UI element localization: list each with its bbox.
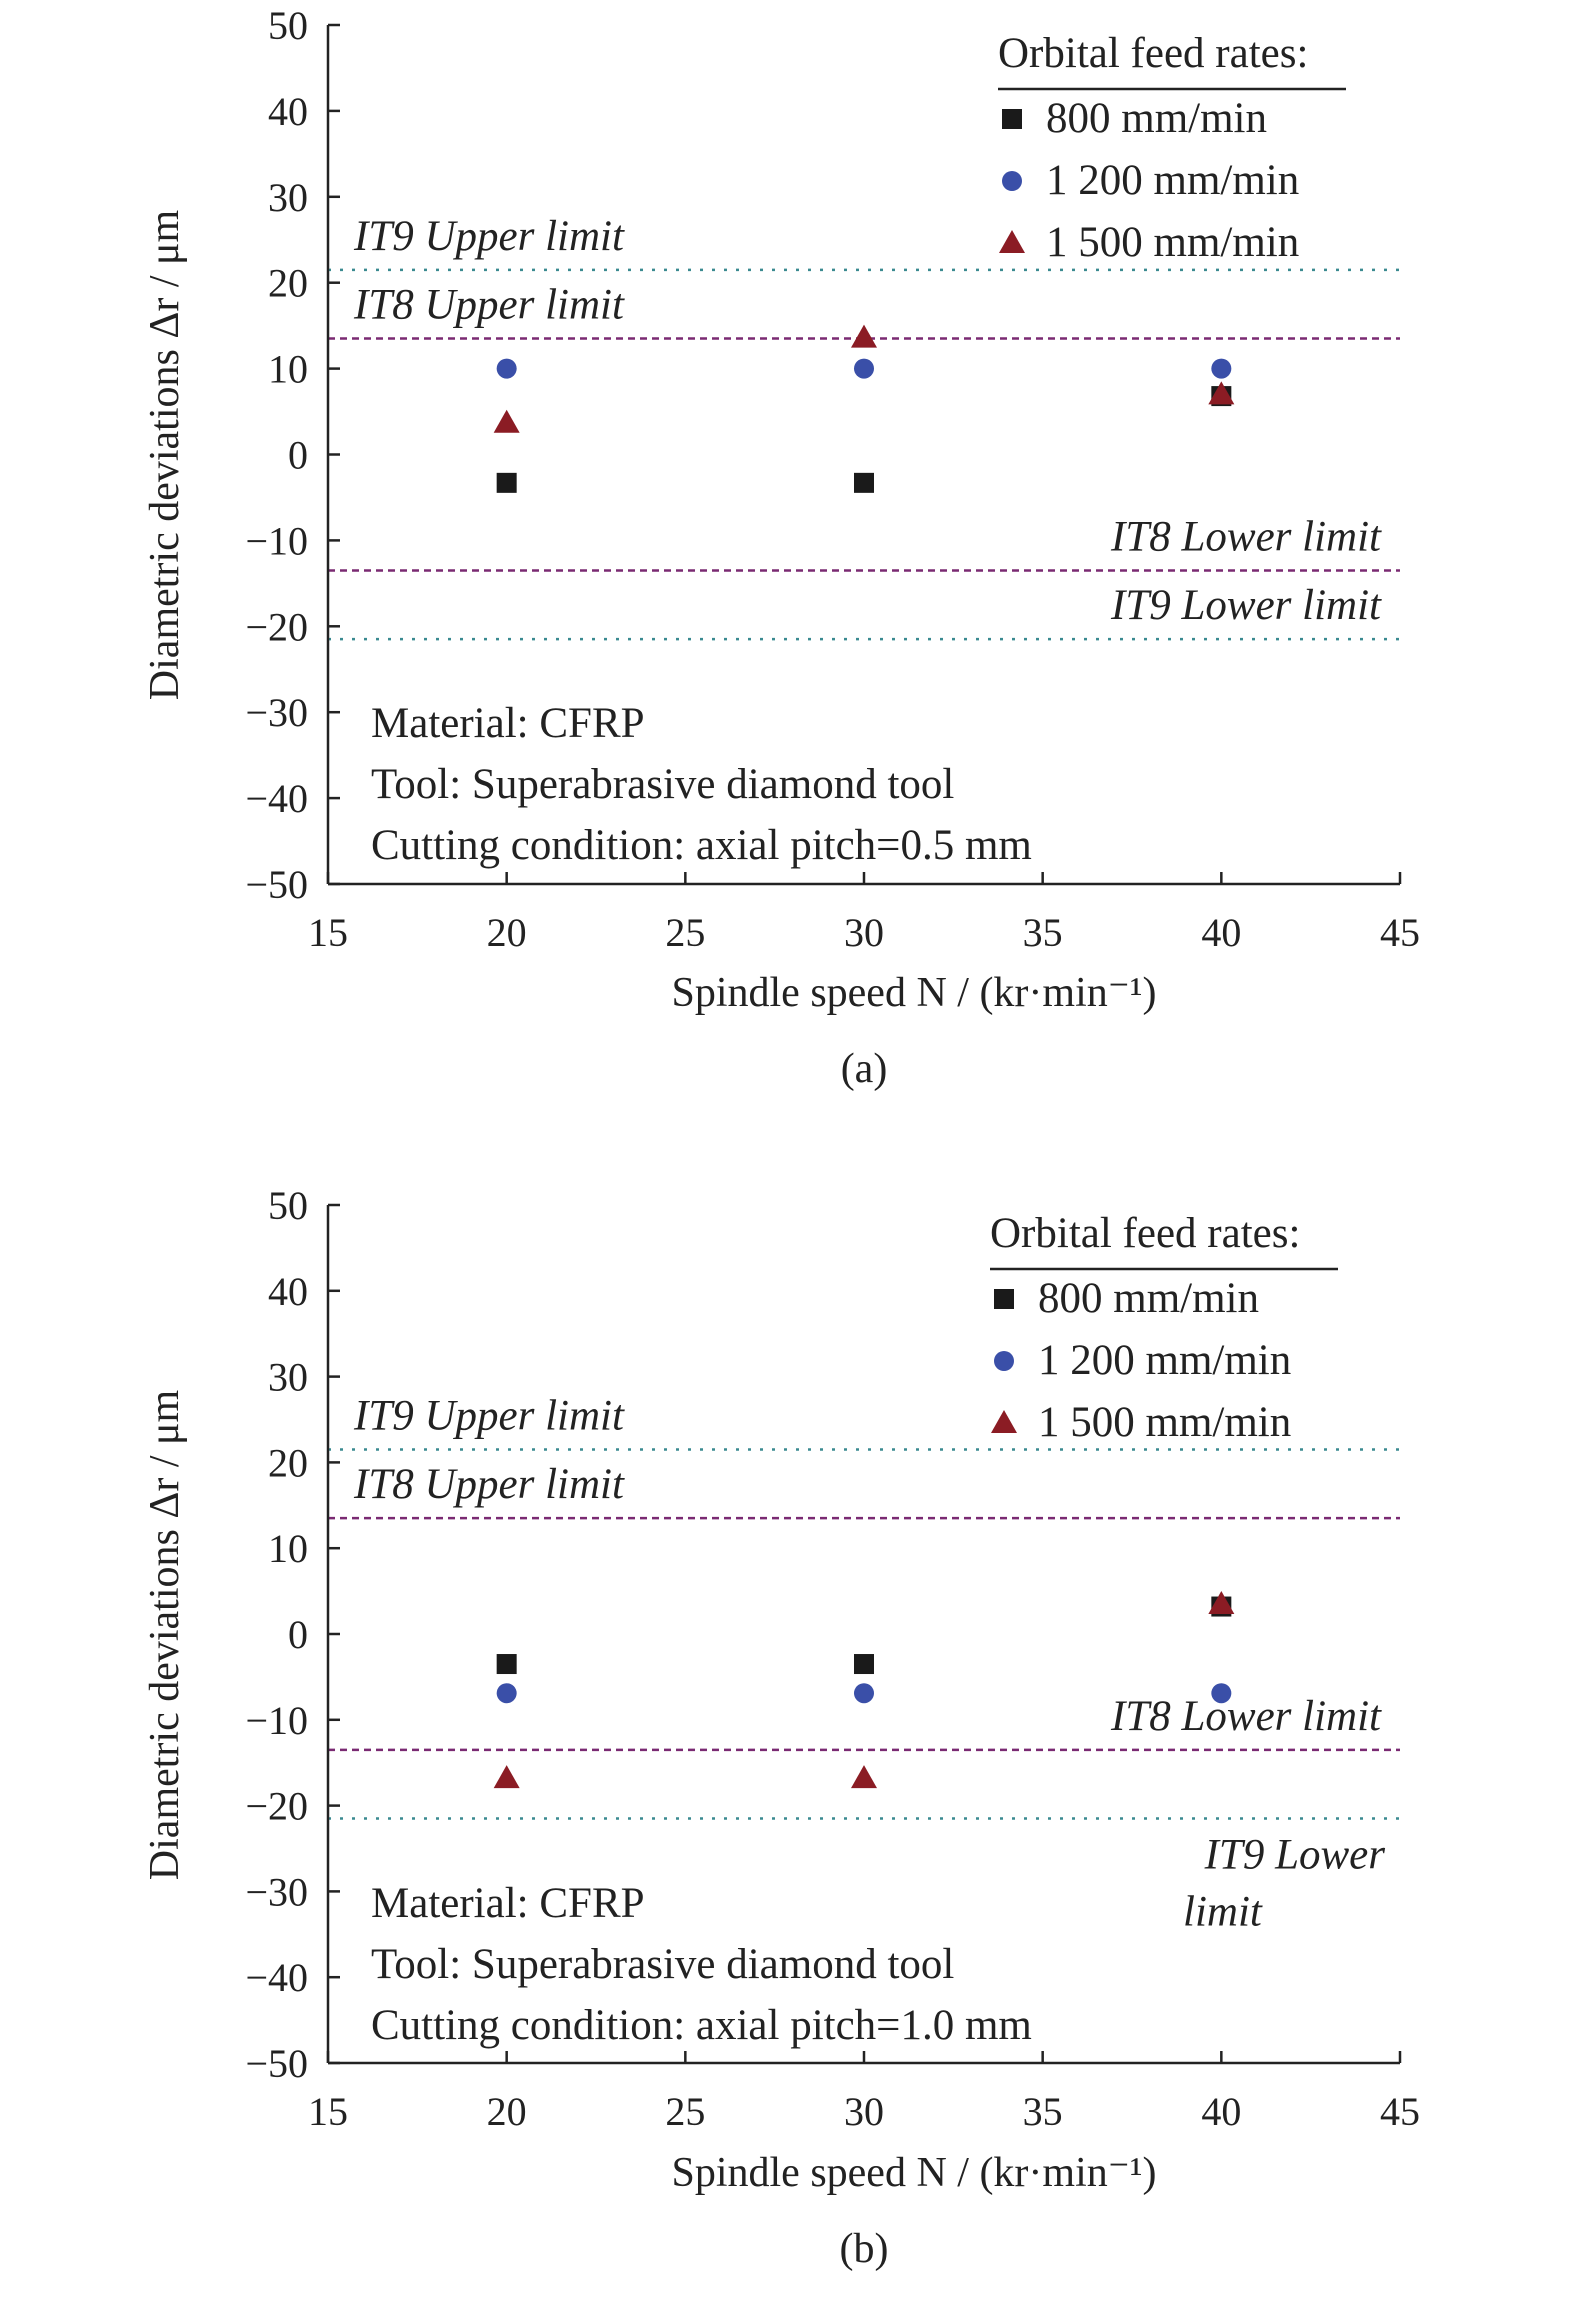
data-point-triangle	[1208, 381, 1235, 405]
y-tick-label: −40	[245, 1955, 308, 2000]
x-tick-label: 15	[308, 2089, 348, 2134]
x-tick-label: 30	[844, 2089, 884, 2134]
y-tick-label: −10	[245, 518, 308, 563]
y-tick-label: 0	[288, 1612, 308, 1657]
legend-label: 800 mm/min	[1046, 95, 1267, 142]
y-tick-label: −50	[245, 862, 308, 907]
x-tick-label: 45	[1380, 910, 1420, 955]
y-tick-label: −20	[245, 1784, 308, 1829]
x-tick-label: 35	[1023, 2089, 1063, 2134]
x-tick-label: 25	[665, 910, 705, 955]
data-point-triangle	[851, 324, 877, 348]
y-tick-label: −20	[245, 604, 308, 649]
limit-label-it8-lower-limit: IT8 Lower limit	[1110, 1693, 1382, 1740]
legend-label: 1 500 mm/min	[1046, 219, 1299, 266]
data-point-circle	[1211, 1683, 1232, 1704]
limit-label-it9-lower-limit: IT9 Lower	[1204, 1831, 1386, 1878]
x-axis-title: Spindle speed N / (kr·min⁻¹)	[671, 970, 1156, 1016]
data-point-triangle	[851, 1765, 877, 1789]
x-tick-label: 35	[1023, 910, 1063, 955]
legend-label: 1 200 mm/min	[1046, 157, 1299, 204]
data-point-triangle	[1208, 1590, 1235, 1614]
limit-label-it8-upper-limit: IT8 Upper limit	[353, 1461, 625, 1508]
data-point-square	[854, 472, 874, 493]
legend-marker-square	[1002, 109, 1022, 129]
y-tick-label: 30	[268, 1355, 308, 1400]
y-axis-title: Diametric deviations Δr / μm	[142, 209, 188, 700]
panel-caption: (b)	[840, 2226, 889, 2272]
y-tick-label: 20	[268, 1440, 308, 1485]
x-tick-label: 45	[1380, 2089, 1420, 2134]
note-line-1: Material: CFRP	[371, 700, 645, 747]
x-tick-label: 25	[665, 2089, 705, 2134]
y-tick-label: 20	[268, 261, 308, 306]
x-tick-label: 40	[1201, 2089, 1241, 2134]
y-tick-label: −30	[245, 1869, 308, 1914]
note-line-1: Material: CFRP	[371, 1880, 645, 1927]
legend-marker-triangle	[999, 230, 1025, 253]
note-line-3: Cutting condition: axial pitch=1.0 mm	[371, 2002, 1032, 2049]
limit-label-it9-upper-limit: IT9 Upper limit	[353, 213, 625, 260]
legend-marker-triangle	[991, 1410, 1017, 1433]
data-point-circle	[496, 1683, 517, 1704]
y-tick-label: 0	[288, 433, 308, 478]
y-tick-label: 30	[268, 175, 308, 220]
legend-label: 1 500 mm/min	[1038, 1399, 1291, 1446]
data-point-circle	[496, 358, 517, 379]
legend-title: Orbital feed rates:	[998, 30, 1308, 77]
x-tick-label: 15	[308, 910, 348, 955]
limit-label-it8-lower-limit: IT8 Lower limit	[1110, 513, 1382, 560]
y-tick-label: 40	[268, 1269, 308, 1314]
note-line-3: Cutting condition: axial pitch=0.5 mm	[371, 822, 1032, 869]
y-tick-label: 40	[268, 89, 308, 134]
y-tick-label: −40	[245, 776, 308, 821]
data-point-triangle	[493, 1765, 520, 1789]
legend-marker-square	[994, 1289, 1014, 1309]
limit-label-it9-lower-limit: IT9 Lower limit	[1110, 582, 1382, 629]
y-axis-title: Diametric deviations Δr / μm	[142, 1389, 188, 1880]
data-point-circle	[854, 1683, 874, 1704]
data-point-circle	[854, 358, 874, 379]
limit-label-it9-lower-limit-cont: limit	[1183, 1888, 1263, 1935]
note-line-2: Tool: Superabrasive diamond tool	[371, 761, 954, 808]
x-axis-title: Spindle speed N / (kr·min⁻¹)	[671, 2150, 1156, 2196]
data-point-square	[496, 472, 517, 493]
data-point-square	[496, 1654, 517, 1675]
y-tick-label: −30	[245, 690, 308, 735]
x-tick-label: 20	[487, 2089, 527, 2134]
y-tick-label: 10	[268, 1526, 308, 1571]
data-point-circle	[1211, 358, 1232, 379]
data-point-square	[854, 1654, 874, 1675]
data-point-triangle	[493, 409, 520, 433]
y-tick-label: 50	[268, 1183, 308, 1228]
y-tick-label: −50	[245, 2041, 308, 2086]
legend-title: Orbital feed rates:	[990, 1210, 1300, 1257]
legend-label: 800 mm/min	[1038, 1275, 1259, 1322]
limit-label-it8-upper-limit: IT8 Upper limit	[353, 282, 625, 329]
limit-label-it9-upper-limit: IT9 Upper limit	[353, 1393, 625, 1440]
legend-marker-circle	[1002, 171, 1022, 191]
y-tick-label: −10	[245, 1698, 308, 1743]
x-tick-label: 20	[487, 910, 527, 955]
x-tick-label: 40	[1201, 910, 1241, 955]
y-tick-label: 50	[268, 3, 308, 48]
legend-label: 1 200 mm/min	[1038, 1337, 1291, 1384]
legend-marker-circle	[994, 1351, 1014, 1371]
x-tick-label: 30	[844, 910, 884, 955]
panel-caption: (a)	[841, 1046, 888, 1092]
note-line-2: Tool: Superabrasive diamond tool	[371, 1941, 954, 1988]
y-tick-label: 10	[268, 347, 308, 392]
